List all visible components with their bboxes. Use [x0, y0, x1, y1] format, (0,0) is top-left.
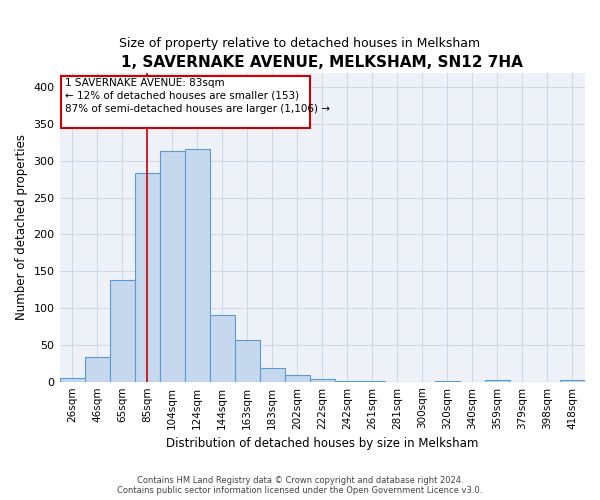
Bar — [185, 149, 209, 382]
Bar — [560, 380, 585, 382]
X-axis label: Distribution of detached houses by size in Melksham: Distribution of detached houses by size … — [166, 437, 478, 450]
Text: Size of property relative to detached houses in Melksham: Size of property relative to detached ho… — [119, 38, 481, 51]
Bar — [160, 152, 185, 382]
Y-axis label: Number of detached properties: Number of detached properties — [15, 134, 28, 320]
Bar — [110, 280, 134, 382]
Title: 1, SAVERNAKE AVENUE, MELKSHAM, SN12 7HA: 1, SAVERNAKE AVENUE, MELKSHAM, SN12 7HA — [121, 55, 523, 70]
Bar — [485, 380, 510, 382]
Bar — [435, 381, 460, 382]
Bar — [59, 378, 85, 382]
Bar — [310, 380, 335, 382]
Text: Contains HM Land Registry data © Crown copyright and database right 2024.
Contai: Contains HM Land Registry data © Crown c… — [118, 476, 482, 495]
Bar — [235, 340, 260, 382]
Bar — [285, 375, 310, 382]
Text: 1 SAVERNAKE AVENUE: 83sqm
← 12% of detached houses are smaller (153)
87% of semi: 1 SAVERNAKE AVENUE: 83sqm ← 12% of detac… — [65, 78, 329, 114]
Bar — [260, 368, 285, 382]
Bar — [134, 172, 160, 382]
Bar — [360, 381, 385, 382]
Bar — [335, 381, 360, 382]
Bar — [209, 316, 235, 382]
Bar — [85, 358, 110, 382]
FancyBboxPatch shape — [61, 76, 310, 128]
